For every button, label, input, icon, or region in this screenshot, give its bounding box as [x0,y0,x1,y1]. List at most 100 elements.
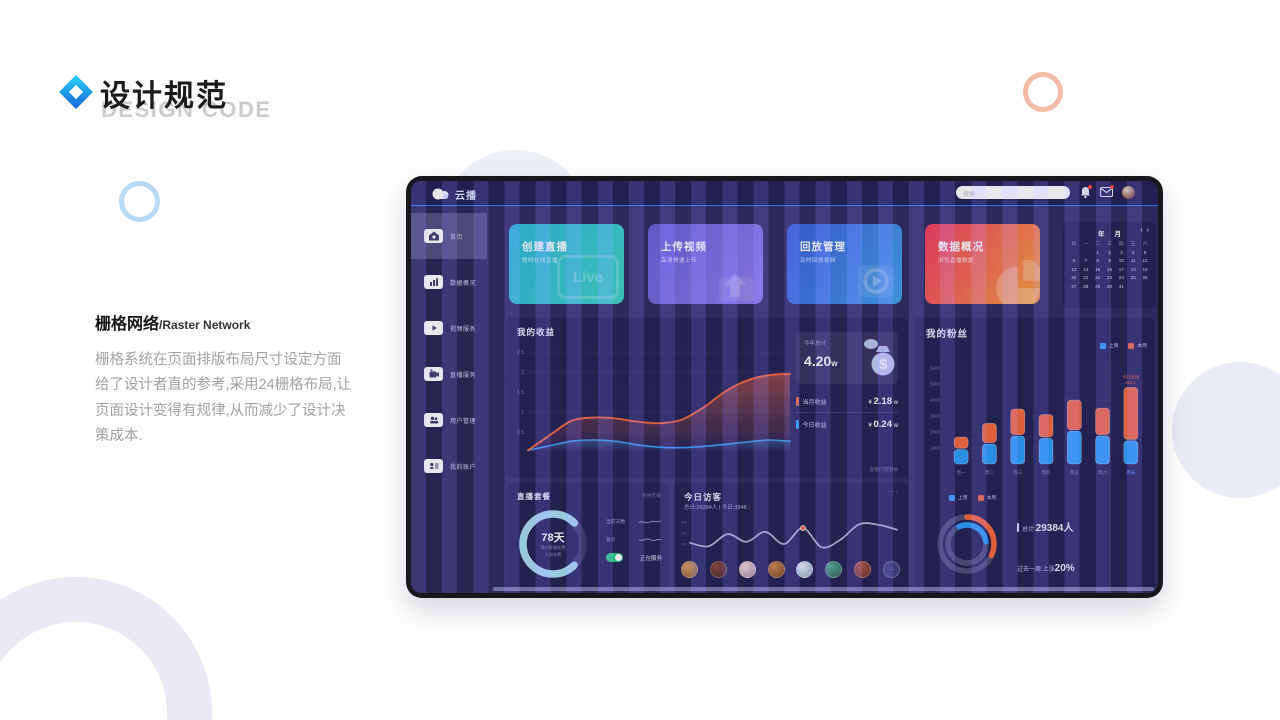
day-earnings-label: 今日收益 [802,422,827,429]
sidebar-item-account[interactable]: 我的账户 [411,443,487,489]
visitor-avatar[interactable] [854,561,872,578]
svg-text:周一: 周一 [957,470,967,476]
gauge-center-text: 78天 用户套餐免费 人次计费 [514,505,592,583]
card-create-live[interactable]: 创建直播 随时在线直播 Live [509,224,624,304]
calendar-date[interactable]: 25 [1130,275,1136,280]
fans-bar-chart: 1000 2000 3000 4000 5000 6000 周一 周二 周三 周四 周五 周六 周天 今日… [919,352,1149,493]
sidebar-item-video[interactable]: 视频服务 [411,305,487,351]
calendar-date[interactable]: 24 [1118,275,1124,280]
calendar-date [1080,249,1092,256]
visitor-avatar[interactable] [767,561,785,578]
calendar-date[interactable]: 17 [1118,266,1124,272]
calendar-date[interactable]: 16 [1106,266,1113,272]
calendar-date[interactable]: 20 [1071,275,1077,280]
calendar-date[interactable]: 31 [1118,283,1124,289]
visitor-avatar[interactable] [796,561,814,578]
user-avatar[interactable] [1122,186,1135,199]
visitor-avatar[interactable] [825,561,843,578]
card-subtitle: 及时回放视频 [800,258,837,264]
card-subtitle: 浏览直播数据 [938,258,975,264]
calendar-date[interactable]: 15 [1095,266,1101,272]
sidebar-item-label: 我的账户 [450,464,477,471]
calendar-date[interactable]: 18 [1130,266,1136,272]
more-visitors-button[interactable]: ··· [882,561,900,578]
svg-text:周五: 周五 [1070,470,1080,476]
earnings-detail-link[interactable]: 查看打赏明细 [869,468,898,473]
calendar-date[interactable]: 12 [1142,258,1148,263]
trend-sparkline [638,520,662,524]
package-more-link[interactable]: 更换套餐 [641,494,661,499]
svg-text:周天: 周天 [1126,470,1136,476]
calendar-date[interactable]: 14 [1083,266,1089,272]
sidebar-item-label: 数据概况 [450,280,477,287]
calendar-weekday: 日 [1071,241,1077,246]
svg-text:0.5: 0.5 [517,430,524,436]
calendar-date[interactable]: 2 [1108,249,1111,255]
calendar-date[interactable]: 9 [1108,258,1111,263]
calendar-date[interactable]: 7 [1084,258,1088,263]
svg-text:周三: 周三 [1013,470,1023,476]
svg-text:1: 1 [521,410,524,416]
sidebar-item-home[interactable]: 首页 [411,213,487,259]
visitor-avatar[interactable] [738,561,756,578]
calendar-year-label[interactable]: 年 [1098,231,1105,238]
package-gauge-chart [514,505,592,588]
calendar-date[interactable]: 10 [1118,258,1124,263]
calendar-nav-arrows[interactable]: ‹ › [1140,227,1150,234]
sidebar-item-live[interactable]: 直播服务 [411,351,487,397]
bell-icon[interactable] [1080,186,1091,199]
visitor-avatar[interactable] [681,561,698,578]
search-input[interactable]: 搜索 [956,186,1070,199]
decor-ring-bottom-left [0,577,212,720]
card-data-overview[interactable]: 数据概况 浏览直播数据 [925,224,1040,304]
visitor-avatar[interactable] [709,561,727,578]
money-bag-icon: $ [864,339,895,376]
more-menu-icon[interactable]: ··· [888,487,899,496]
gauge-value: 78天 [541,532,565,545]
calendar-date[interactable]: 21 [1083,275,1089,280]
section-heading-suffix: /Raster Network [159,318,251,332]
card-title: 回放管理 [800,241,846,253]
calendar-date[interactable]: 6 [1072,258,1076,263]
calendar-date[interactable]: 27 [1071,283,1077,289]
calendar-date[interactable]: 29 [1095,283,1101,289]
calendar-weekday: 三 [1107,241,1112,246]
calendar-weekday: 二 [1095,241,1100,246]
live-icon [424,367,443,381]
calendar-date[interactable]: 4 [1131,249,1135,255]
decor-ring-blue [119,181,160,222]
calendar-date[interactable]: 5 [1143,249,1147,255]
visitors-line-chart: 1W 2W 3W [677,513,901,566]
calendar-date[interactable]: 1 [1096,249,1099,255]
calendar-date[interactable]: 13 [1071,266,1077,272]
cloud-logo-icon [432,188,449,200]
calendar-date[interactable]: 26 [1142,275,1148,280]
sidebar: 首页 数据概况 视频服务 [411,205,487,593]
svg-text:$: $ [879,356,888,373]
visitors-panel: 今日访客 总计:29384人 | 今日:3948 ↑ ··· 1W 2W 3W ··… [673,483,908,590]
legend-swatch-lastweek [949,494,955,501]
calendar-date[interactable]: 19 [1142,266,1148,272]
calendar-date[interactable]: 8 [1096,258,1099,263]
fans-trend: 过去一周:上涨20% [1017,563,1075,574]
card-replay[interactable]: 回放管理 及时回放视频 [787,224,902,304]
gauge-sub1: 用户套餐免费 [540,545,566,551]
calendar-date[interactable]: 30 [1106,283,1113,289]
card-title: 上传视频 [661,241,707,253]
service-toggle[interactable] [606,553,623,562]
calendar-month-label[interactable]: 月 [1114,231,1122,238]
fans-total: 总计:29384人 [1017,518,1073,536]
account-icon [424,459,443,473]
calendar-date[interactable]: 11 [1130,258,1136,263]
calendar-date[interactable]: 3 [1120,249,1123,255]
mail-icon[interactable] [1100,187,1113,197]
users-icon [424,413,443,427]
scroll-strip[interactable] [493,587,1154,591]
calendar-date[interactable]: 22 [1095,275,1101,280]
sidebar-item-data[interactable]: 数据概况 [411,259,487,305]
calendar-date[interactable]: 28 [1083,283,1089,289]
card-upload-video[interactable]: 上传视频 高清快速上传 [648,224,763,304]
day-tick [796,419,799,429]
calendar-date[interactable]: 23 [1106,275,1113,280]
sidebar-item-users[interactable]: 用户管理 [411,397,487,443]
